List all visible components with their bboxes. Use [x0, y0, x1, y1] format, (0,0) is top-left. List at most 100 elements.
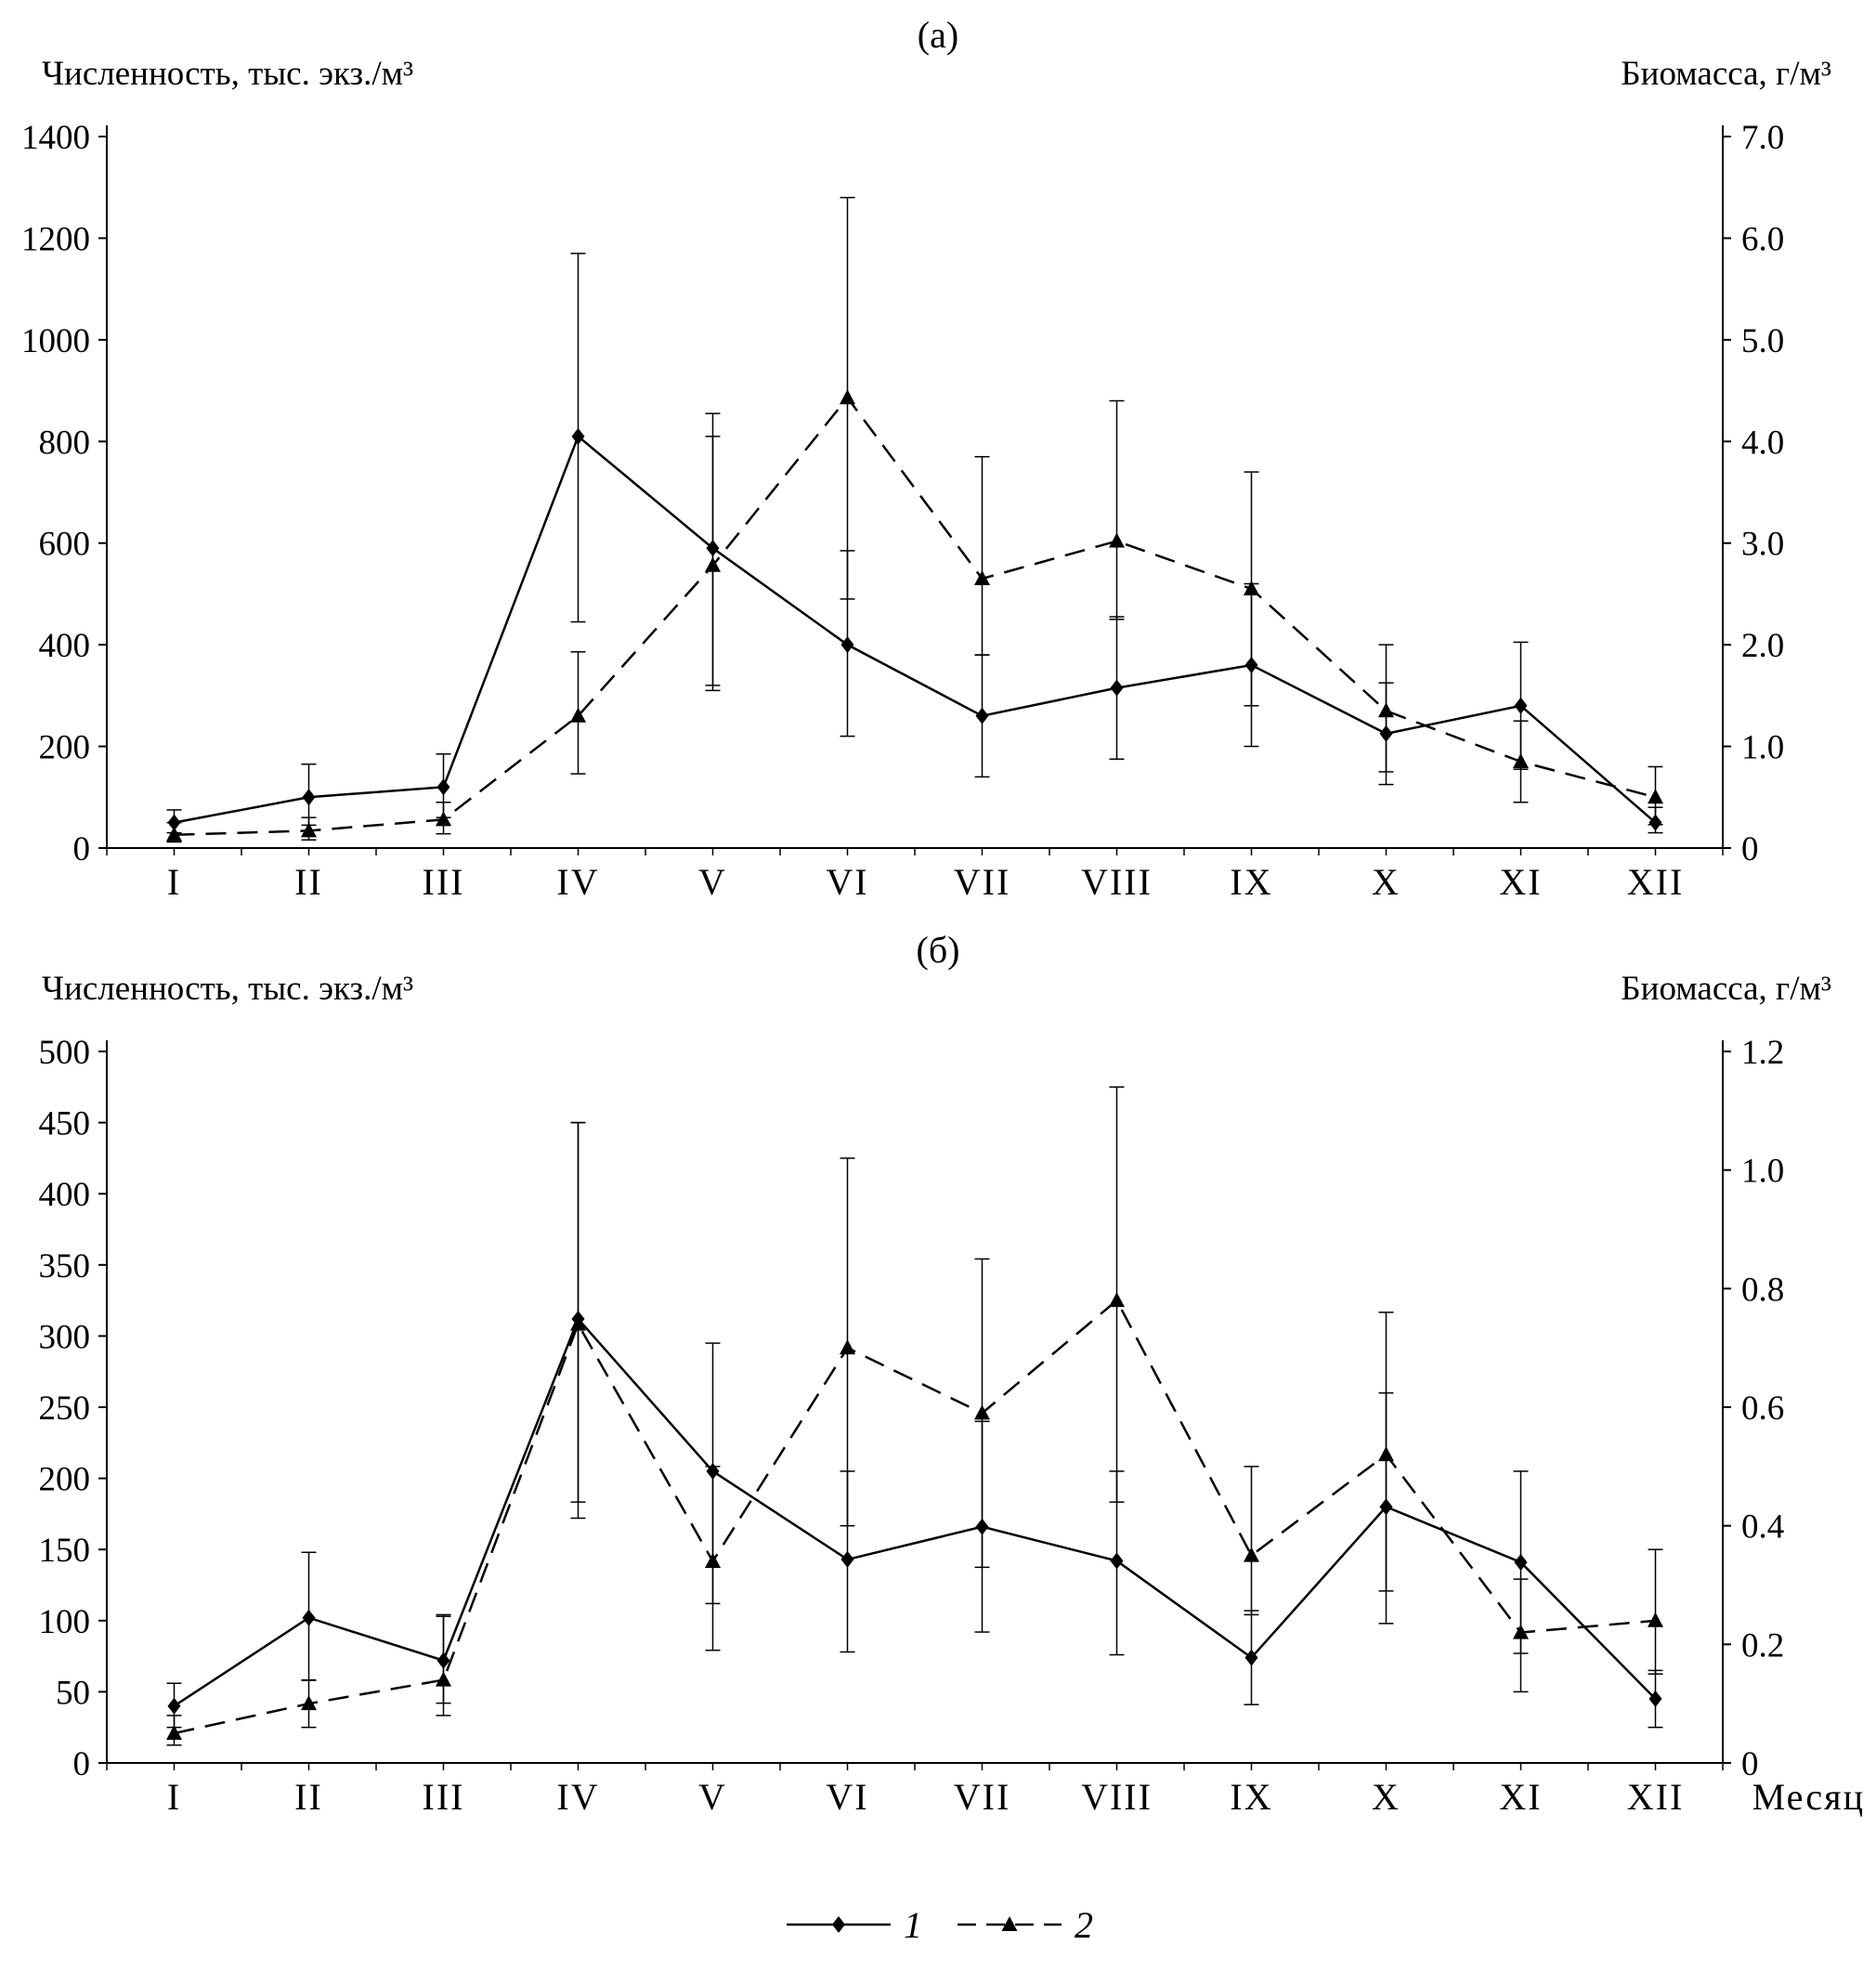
month-label: XII	[1627, 861, 1685, 903]
triangle-marker	[166, 826, 182, 842]
triangle-marker	[1513, 1624, 1529, 1639]
series-2-markers	[166, 389, 1663, 842]
legend-sample-series-2-icon	[958, 1916, 1062, 1931]
left-tick-label: 50	[56, 1674, 90, 1712]
triangle-marker	[166, 1725, 182, 1741]
month-label: I	[167, 1776, 181, 1818]
right-tick-label: 3.0	[1741, 526, 1784, 564]
triangle-marker	[840, 1339, 855, 1355]
left-tick-label: 250	[39, 1390, 91, 1428]
left-tick-label: 350	[39, 1247, 91, 1286]
right-axis-ticks: 0 1.0 2.0 3.0 4.0 5.0 6.0 7.0	[1723, 119, 1784, 868]
left-tick-label: 150	[39, 1532, 91, 1570]
left-tick-label: 1400	[21, 119, 90, 157]
left-tick-label: 200	[39, 1461, 91, 1499]
month-label: V	[698, 861, 727, 903]
triangle-marker	[301, 822, 317, 838]
right-tick-label: 1.0	[1741, 729, 1784, 767]
diamond-marker	[1110, 1552, 1124, 1570]
left-tick-label: 1200	[21, 220, 90, 258]
diamond-marker	[840, 1550, 854, 1568]
panel-a-title: (а)	[917, 14, 959, 56]
triangle-marker	[1109, 1292, 1125, 1308]
right-axis-ticks: 0 0.2 0.4 0.6 0.8 1.0 1.2	[1723, 1034, 1784, 1783]
triangle-marker	[840, 389, 855, 405]
left-tick-label: 1000	[21, 322, 90, 360]
month-label: X	[1372, 861, 1400, 903]
left-tick-label: 200	[39, 729, 91, 767]
axes	[106, 1040, 1724, 1764]
diamond-marker	[302, 1609, 316, 1626]
series-2-markers	[166, 1292, 1663, 1741]
series-2-line	[174, 396, 1656, 837]
panel-a: (а) Численность, тыс. экз./м³ Биомасса, …	[0, 0, 1876, 915]
month-label: VIII	[1081, 861, 1153, 903]
triangle-marker	[974, 570, 990, 586]
diamond-marker	[1648, 1690, 1662, 1708]
left-tick-label: 0	[73, 1745, 91, 1783]
month-label: I	[167, 861, 181, 903]
triangle-marker	[1513, 752, 1529, 768]
diamond-marker	[1514, 697, 1528, 714]
right-tick-label: 0.6	[1741, 1390, 1784, 1428]
left-tick-label: 400	[39, 627, 91, 665]
triangle-marker	[1109, 532, 1125, 548]
triangle-marker	[436, 811, 451, 827]
x-axis-ticks: I II III IV V VI VII VIII IX X XI XII	[106, 848, 1724, 903]
panel-a-plot: 0 200 400 600 800 1000 1200 1400 0 1.0 2.0 3.0 4.0 5.…	[21, 119, 1784, 903]
series-1-line	[174, 434, 1657, 824]
diamond-marker	[1514, 1553, 1528, 1571]
triangle-marker	[1244, 1547, 1259, 1562]
month-label: X	[1372, 1776, 1400, 1818]
right-tick-label: 0	[1741, 830, 1759, 868]
month-label: II	[294, 1776, 323, 1818]
series-1-error-bars	[166, 253, 1663, 834]
triangle-marker	[705, 556, 721, 572]
diamond-marker	[571, 427, 585, 445]
left-tick-label: 800	[39, 424, 91, 462]
month-label: II	[294, 861, 323, 903]
panel-b-right-axis-label: Биомасса, г/м³	[1621, 970, 1831, 1008]
panel-a-left-axis-label: Численность, тыс. экз./м³	[42, 55, 414, 93]
x-axis-ticks: I II III IV V VI VII VIII IX X XI XII Месяц	[106, 1763, 1863, 1818]
month-label: VI	[826, 861, 868, 903]
diamond-marker	[302, 789, 316, 806]
diamond-marker	[1244, 1649, 1258, 1666]
right-tick-label: 0	[1741, 1745, 1759, 1783]
triangle-marker	[570, 1315, 586, 1331]
triangle-marker	[1648, 1612, 1663, 1627]
month-label: V	[698, 1776, 727, 1818]
month-label: VIII	[1081, 1776, 1153, 1818]
month-label: III	[423, 861, 465, 903]
triangle-marker	[301, 1695, 317, 1711]
left-tick-label: 450	[39, 1105, 91, 1143]
diamond-marker	[167, 1697, 181, 1715]
right-tick-label: 1.0	[1741, 1153, 1784, 1191]
month-label: XII	[1627, 1776, 1685, 1818]
series-1-error-bars	[166, 1121, 1663, 1729]
legend-item-series-2: 2	[954, 1903, 1093, 1947]
triangle-marker	[974, 1404, 990, 1420]
right-tick-label: 2.0	[1741, 627, 1784, 665]
series-2-error-bars	[166, 196, 1663, 843]
left-axis-ticks: 0 50 100 150 200 250 300 350 400 450 500	[39, 1034, 107, 1783]
left-tick-label: 400	[39, 1176, 91, 1214]
month-label: XI	[1499, 1776, 1542, 1818]
diamond-marker	[436, 778, 450, 796]
right-tick-label: 5.0	[1741, 322, 1784, 360]
month-label: VI	[826, 1776, 868, 1818]
right-tick-label: 4.0	[1741, 424, 1784, 462]
legend-sample-series-1-icon	[787, 1916, 891, 1933]
triangle-marker	[1378, 702, 1394, 718]
series-1-markers	[167, 1311, 1662, 1715]
right-tick-label: 6.0	[1741, 220, 1784, 258]
panel-b-title: (б)	[916, 929, 960, 971]
legend-label-series-1: 1	[904, 1903, 922, 1946]
left-tick-label: 300	[39, 1318, 91, 1356]
axes	[106, 125, 1724, 849]
left-tick-label: 100	[39, 1603, 91, 1641]
triangle-marker	[1244, 580, 1259, 595]
left-tick-label: 600	[39, 526, 91, 564]
diamond-marker	[832, 1916, 845, 1933]
panel-b-plot: 0 50 100 150 200 250 300 350 400 450 500 0 0.2 0.4 0.6…	[39, 1034, 1864, 1818]
